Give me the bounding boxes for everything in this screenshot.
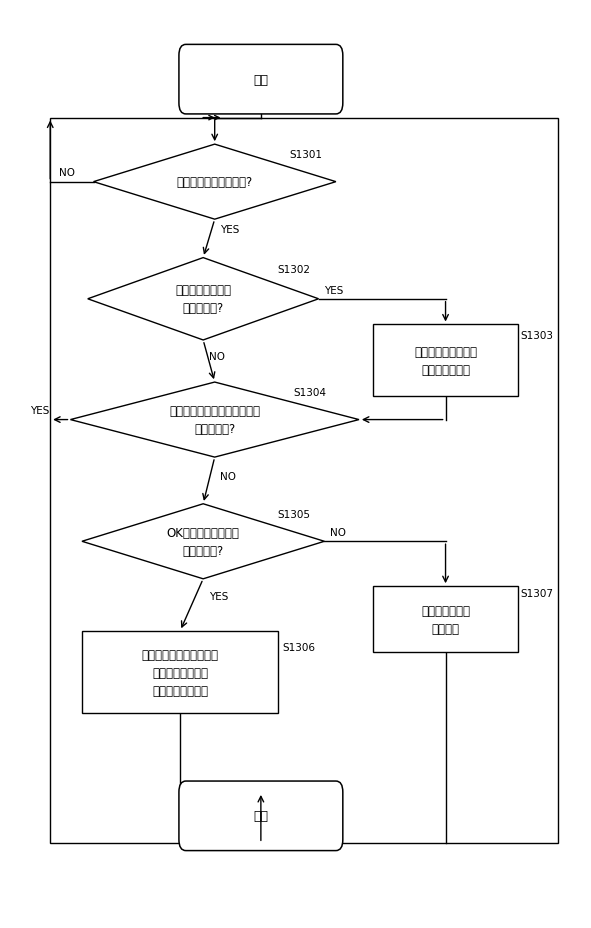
Text: 開始: 開始 — [254, 73, 268, 86]
Bar — [82, 631, 278, 714]
Bar — [374, 586, 518, 652]
Text: その他の処理を
実行する: その他の処理を 実行する — [421, 604, 470, 635]
Text: S1301: S1301 — [290, 150, 323, 160]
Bar — [374, 325, 518, 396]
Text: キャンセルボタンを押下する
イベントか?: キャンセルボタンを押下する イベントか? — [169, 405, 260, 435]
Text: YES: YES — [30, 406, 50, 416]
Text: 選択された給紙段を
選択状態にする: 選択された給紙段を 選択状態にする — [414, 345, 477, 376]
Text: 給紙段を選択する
イベントか?: 給紙段を選択する イベントか? — [175, 284, 231, 315]
Text: S1303: S1303 — [521, 331, 554, 341]
Text: S1304: S1304 — [294, 388, 327, 398]
Text: NO: NO — [209, 352, 225, 362]
Text: NO: NO — [220, 471, 236, 482]
Text: YES: YES — [220, 225, 240, 235]
Polygon shape — [87, 258, 319, 341]
Text: NO: NO — [59, 168, 75, 178]
Polygon shape — [82, 504, 324, 579]
Text: OKボタンを押下する
イベントか?: OKボタンを押下する イベントか? — [167, 526, 239, 557]
Text: ミスマッチシートの属性
情報を選択状態の
給紙段に設定する: ミスマッチシートの属性 情報を選択状態の 給紙段に設定する — [142, 648, 219, 697]
Text: YES: YES — [324, 285, 344, 295]
Polygon shape — [93, 145, 336, 220]
Text: S1302: S1302 — [277, 265, 310, 276]
Text: 終了: 終了 — [254, 809, 268, 822]
Text: S1306: S1306 — [282, 642, 315, 651]
Bar — [50, 119, 558, 844]
FancyBboxPatch shape — [179, 45, 343, 115]
Text: NO: NO — [330, 527, 346, 537]
Text: YES: YES — [209, 591, 228, 601]
FancyBboxPatch shape — [179, 781, 343, 851]
Text: イベントが発生したか?: イベントが発生したか? — [177, 176, 253, 189]
Text: S1307: S1307 — [521, 588, 554, 599]
Text: S1305: S1305 — [277, 509, 310, 520]
Polygon shape — [70, 382, 359, 458]
